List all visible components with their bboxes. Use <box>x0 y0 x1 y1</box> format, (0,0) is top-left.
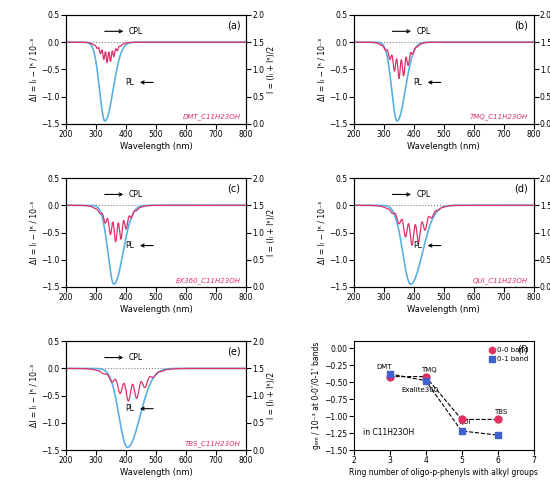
Text: CPL: CPL <box>393 27 431 36</box>
Text: EX360_C11H23OH: EX360_C11H23OH <box>175 277 240 283</box>
Text: TMQ: TMQ <box>421 366 437 372</box>
Text: (d): (d) <box>514 184 528 194</box>
Text: Exalite360: Exalite360 <box>402 387 439 393</box>
Text: TMQ_C11H23OH: TMQ_C11H23OH <box>470 114 528 120</box>
Text: TBS: TBS <box>494 410 508 416</box>
Y-axis label: gₑₘ / 10⁻³ at 0-0’/0-1’ bands: gₑₘ / 10⁻³ at 0-0’/0-1’ bands <box>312 342 321 450</box>
Text: DMT: DMT <box>377 364 392 370</box>
Text: (f): (f) <box>517 344 528 354</box>
X-axis label: Wavelength (nm): Wavelength (nm) <box>119 468 192 477</box>
0-1 band <box>385 370 394 378</box>
Text: CPL: CPL <box>104 27 143 36</box>
Y-axis label: ΔI = Iₗ − Iᴿ / 10⁻³: ΔI = Iₗ − Iᴿ / 10⁻³ <box>30 364 38 427</box>
Y-axis label: ΔI = Iₗ − Iᴿ / 10⁻³: ΔI = Iₗ − Iᴿ / 10⁻³ <box>317 201 326 264</box>
Text: CPL: CPL <box>104 190 143 199</box>
0-0 band <box>493 416 502 424</box>
X-axis label: Wavelength (nm): Wavelength (nm) <box>119 142 192 151</box>
Text: PL: PL <box>413 78 441 87</box>
Text: (b): (b) <box>514 20 528 30</box>
0-1 band <box>493 431 502 439</box>
Y-axis label: ΔI = Iₗ − Iᴿ / 10⁻³: ΔI = Iₗ − Iᴿ / 10⁻³ <box>30 201 38 264</box>
X-axis label: Wavelength (nm): Wavelength (nm) <box>119 305 192 314</box>
Text: (c): (c) <box>227 184 240 194</box>
0-0 band <box>457 416 466 424</box>
Y-axis label: I = (Iₗ + Iᴿ)/2: I = (Iₗ + Iᴿ)/2 <box>267 372 276 419</box>
Text: (a): (a) <box>227 20 240 30</box>
Legend: 0-0 band, 0-1 band: 0-0 band, 0-1 band <box>487 344 530 364</box>
0-1 band <box>421 376 430 384</box>
Text: TBS_C11H23OH: TBS_C11H23OH <box>185 440 240 446</box>
X-axis label: Ring number of oligo-p-phenyls with alkyl groups: Ring number of oligo-p-phenyls with alky… <box>349 468 538 477</box>
Y-axis label: ΔI = Iₗ − Iᴿ / 10⁻³: ΔI = Iₗ − Iᴿ / 10⁻³ <box>317 38 326 101</box>
Text: CPL: CPL <box>393 190 431 199</box>
Text: PL: PL <box>413 241 441 250</box>
Text: (e): (e) <box>227 346 240 356</box>
0-1 band <box>457 427 466 435</box>
Text: DMT_C11H23OH: DMT_C11H23OH <box>183 114 240 120</box>
Y-axis label: I = (Iₗ + Iᴿ)/2: I = (Iₗ + Iᴿ)/2 <box>267 209 276 256</box>
Text: CPL: CPL <box>104 353 143 362</box>
Text: PL: PL <box>125 241 153 250</box>
Text: in C11H23OH: in C11H23OH <box>362 428 414 437</box>
Y-axis label: I = (Iₗ + Iᴿ)/2: I = (Iₗ + Iᴿ)/2 <box>267 46 276 93</box>
Text: QUI_C11H23OH: QUI_C11H23OH <box>473 277 528 283</box>
0-0 band <box>421 372 430 380</box>
Text: PL: PL <box>125 404 153 413</box>
Text: PL: PL <box>125 78 153 87</box>
X-axis label: Wavelength (nm): Wavelength (nm) <box>407 142 480 151</box>
Y-axis label: ΔI = Iₗ − Iᴿ / 10⁻³: ΔI = Iₗ − Iᴿ / 10⁻³ <box>30 38 38 101</box>
0-0 band <box>385 372 394 380</box>
Text: QUI: QUI <box>459 419 471 425</box>
X-axis label: Wavelength (nm): Wavelength (nm) <box>407 305 480 314</box>
